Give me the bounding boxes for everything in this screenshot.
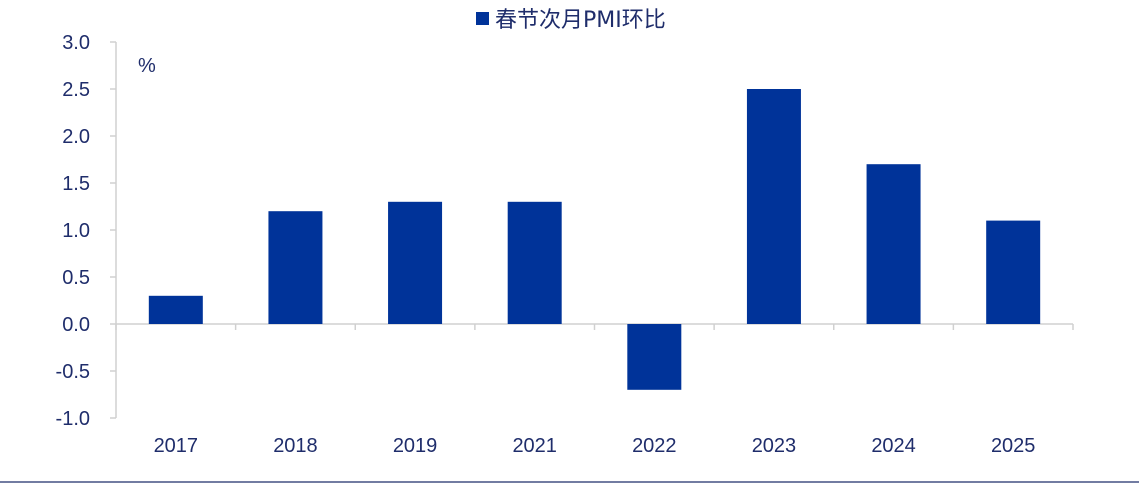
bar <box>388 201 443 324</box>
x-tick-label: 2023 <box>752 435 797 457</box>
y-tick-label: 0.0 <box>62 314 90 336</box>
y-axis-unit: % <box>138 55 156 77</box>
bar <box>507 201 562 324</box>
bars <box>148 89 1041 390</box>
y-tick-label: 2.0 <box>62 126 90 148</box>
x-tick-label: 2019 <box>393 435 438 457</box>
bar <box>148 295 203 324</box>
y-tick-label: -0.5 <box>56 361 90 383</box>
bar <box>627 324 682 390</box>
x-tick-label: 2022 <box>632 435 677 457</box>
y-tick-label: 1.5 <box>62 173 90 195</box>
x-tick-label: 2021 <box>512 435 557 457</box>
legend-label: 春节次月PMI环比 <box>495 8 666 33</box>
x-tick-labels: 2017 2018 2019 2021 2022 2023 2024 2025 <box>154 435 1036 457</box>
x-tick-label: 2024 <box>871 435 916 457</box>
bar <box>866 164 921 324</box>
y-tick-label: 2.5 <box>62 79 90 101</box>
bar <box>986 220 1041 324</box>
bar <box>746 89 801 324</box>
y-tick-label: 0.5 <box>62 267 90 289</box>
x-tick-label: 2018 <box>273 435 318 457</box>
y-tick-label: 3.0 <box>62 32 90 54</box>
bar <box>268 211 323 324</box>
legend: 春节次月PMI环比 <box>476 8 666 33</box>
y-axis: -1.0 -0.5 0.0 0.5 1.0 1.5 2.0 2.5 3.0 <box>56 32 117 430</box>
x-tick-label: 2025 <box>991 435 1036 457</box>
legend-swatch <box>476 12 489 25</box>
y-tick-label: -1.0 <box>56 408 90 430</box>
y-tick-label: 1.0 <box>62 220 90 242</box>
x-tick-label: 2017 <box>154 435 199 457</box>
x-axis <box>115 323 1074 330</box>
